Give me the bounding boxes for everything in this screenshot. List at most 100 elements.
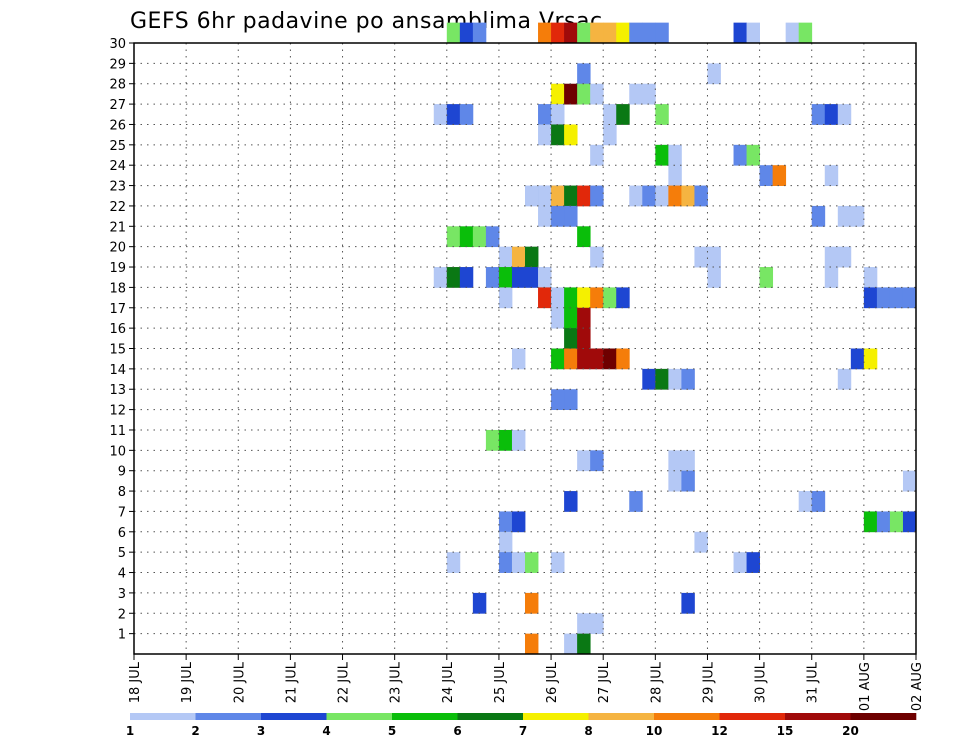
- heatmap-cell: [433, 104, 448, 125]
- heatmap-cell: [459, 267, 474, 288]
- heatmap-cell: [863, 287, 878, 309]
- heatmap-cell: [525, 246, 539, 268]
- y-tick-label: 30: [109, 37, 126, 52]
- x-tick-label: 27 JUL: [597, 661, 612, 703]
- y-tick-label: 8: [118, 485, 126, 500]
- y-tick-label: 5: [118, 546, 126, 561]
- colorbar: 1 2 3 4 5 6 7 8 10 12 15 20: [126, 713, 917, 738]
- heatmap-cell: [577, 226, 591, 248]
- heatmap-cell: [798, 22, 813, 44]
- heatmap-cell: [551, 552, 565, 573]
- y-tick-label: 18: [109, 281, 126, 296]
- x-tick-label: 25 JUL: [493, 661, 508, 703]
- heatmap-cell: [564, 491, 578, 512]
- heatmap-cell: [498, 246, 513, 268]
- heatmap-cell: [525, 185, 539, 207]
- heatmap-cell: [459, 22, 474, 44]
- colorbar-label: 6: [453, 724, 461, 738]
- heatmap-cell: [525, 592, 539, 614]
- heatmap-cell: [590, 22, 604, 44]
- heatmap-cell: [551, 287, 565, 309]
- x-tick-label: 21 JUL: [284, 661, 299, 703]
- heatmap-cell: [590, 348, 604, 370]
- heatmap-cell: [655, 22, 669, 44]
- heatmap-cell: [564, 83, 578, 105]
- y-tick-label: 15: [109, 343, 126, 358]
- heatmap-cell: [889, 287, 904, 309]
- heatmap-cell: [811, 491, 826, 512]
- y-tick-label: 1: [118, 628, 126, 643]
- heatmap-cell: [655, 368, 669, 390]
- heatmap-cell: [525, 552, 539, 573]
- heatmap-cell: [498, 267, 513, 288]
- heatmap-cell: [863, 511, 878, 533]
- heatmap-cell: [446, 226, 461, 248]
- heatmap-cell: [564, 307, 578, 329]
- heatmap-cell: [538, 22, 552, 44]
- heatmap-cell: [498, 511, 513, 533]
- heatmap-cell: [551, 307, 565, 329]
- heatmap-cell: [446, 104, 461, 125]
- heatmap-cell: [564, 205, 578, 227]
- heatmap-cell: [538, 267, 552, 288]
- y-tick-label: 25: [109, 139, 126, 154]
- y-tick-label: 12: [109, 404, 126, 419]
- x-tick-label: 31 JUL: [806, 661, 821, 703]
- heatmap-cell: [538, 185, 552, 207]
- heatmap-cell: [485, 226, 500, 248]
- heatmap-cell: [603, 348, 617, 370]
- heatmap-cell: [837, 205, 852, 227]
- heatmap-cell: [525, 267, 539, 288]
- heatmap-cell: [446, 22, 461, 44]
- heatmap-cell: [525, 633, 539, 655]
- y-tick-label: 26: [109, 118, 126, 133]
- heatmap-cell: [811, 205, 826, 227]
- heatmap-cell: [876, 287, 891, 309]
- heatmap-cell: [629, 185, 643, 207]
- x-tick-label: 24 JUL: [441, 661, 456, 703]
- y-tick-label: 14: [109, 363, 126, 378]
- x-tick-label: 30 JUL: [754, 661, 769, 703]
- heatmap-cell: [707, 63, 721, 85]
- heatmap-cell: [446, 552, 461, 573]
- x-tick-label: 18 JUL: [128, 661, 143, 703]
- heatmap-cell: [616, 348, 630, 370]
- heatmap-cell: [603, 287, 617, 309]
- y-tick-label: 6: [118, 526, 126, 541]
- heatmap-cell: [733, 552, 747, 573]
- heatmap-cell: [590, 83, 604, 105]
- heatmap-cell: [616, 287, 630, 309]
- heatmap-cell: [629, 22, 643, 44]
- heatmap-cell: [681, 592, 695, 614]
- heatmap-cell: [590, 613, 604, 635]
- colorbar-label: 20: [842, 724, 859, 738]
- heatmap-cell: [538, 124, 552, 146]
- y-tick-label: 22: [109, 200, 126, 215]
- heatmap-cell: [472, 592, 487, 614]
- colorbar-swatch: [457, 713, 524, 720]
- colorbar-swatch: [523, 713, 589, 720]
- heatmap-cell: [590, 185, 604, 207]
- heatmap-cell: [668, 470, 682, 492]
- heatmap-cell: [850, 348, 865, 370]
- colorbar-label: 8: [584, 724, 592, 738]
- heatmap-cell: [603, 22, 617, 44]
- x-tick-label: 01 AUG: [858, 662, 873, 711]
- colorbar-label: 12: [711, 724, 728, 738]
- heatmap-cell: [603, 124, 617, 146]
- heatmap-cell: [681, 470, 695, 492]
- y-tick-label: 20: [109, 241, 126, 256]
- heatmap-cell: [707, 246, 721, 268]
- heatmap-cell: [564, 22, 578, 44]
- heatmap-cell: [824, 165, 839, 186]
- heatmap-cell: [590, 287, 604, 309]
- chart-title: GEFS 6hr padavine po ansamblima Vrsac: [130, 9, 603, 34]
- heatmap-cell: [577, 63, 591, 85]
- heatmap-cell: [668, 144, 682, 166]
- y-tick-label: 24: [109, 159, 126, 174]
- y-tick-label: 10: [109, 444, 126, 459]
- colorbar-label: 15: [777, 724, 794, 738]
- y-tick-label: 3: [118, 587, 126, 602]
- heatmap-cell: [551, 124, 565, 146]
- y-tick-label: 16: [109, 322, 126, 337]
